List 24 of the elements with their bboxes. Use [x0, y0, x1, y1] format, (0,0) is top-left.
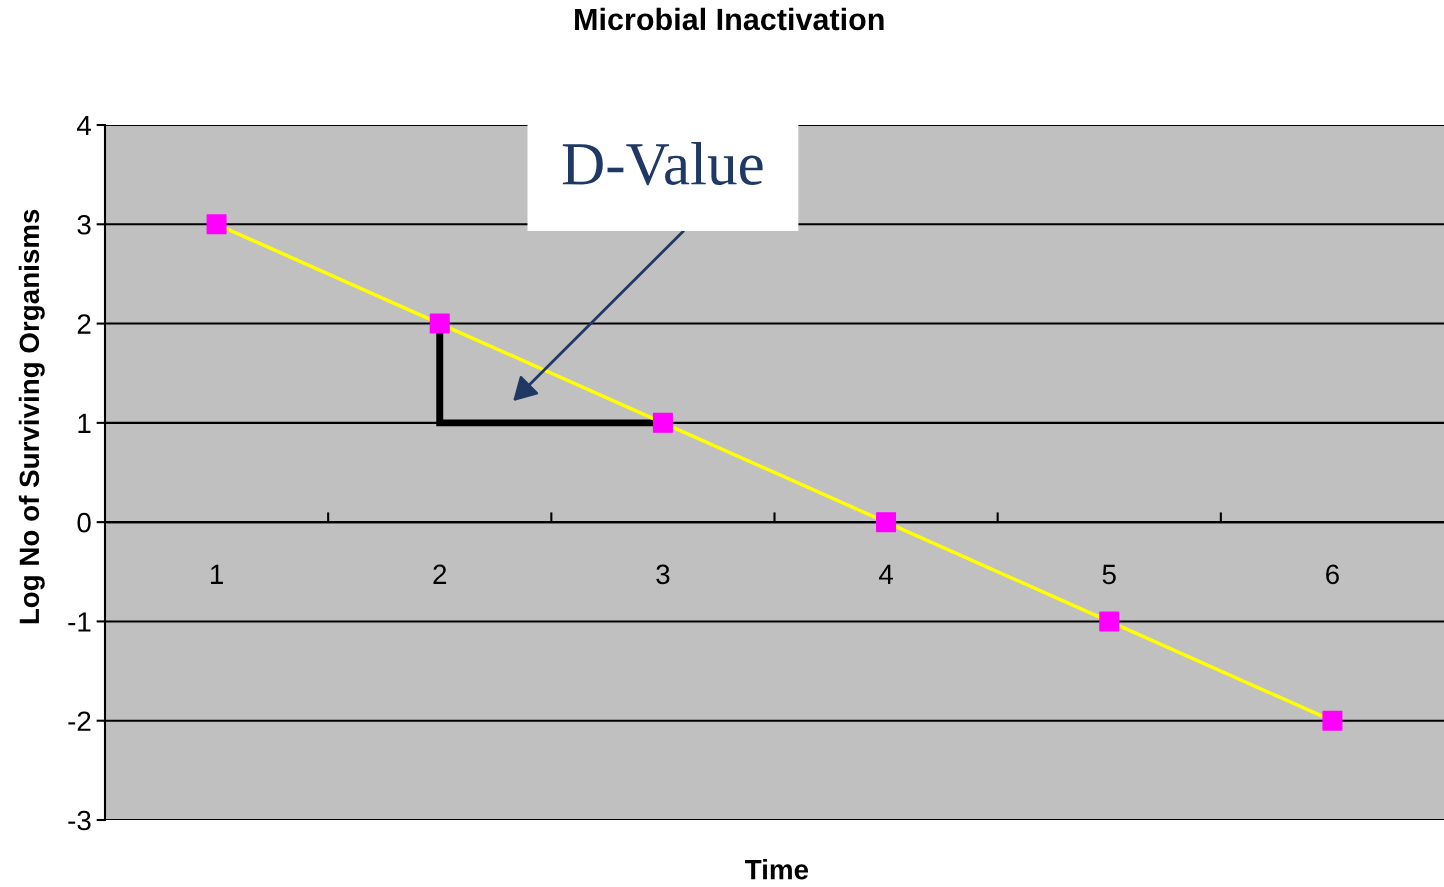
x-tick-label: 4: [879, 564, 893, 584]
y-axis-title: Log No of Surviving Organisms: [18, 209, 45, 624]
y-tick-label: 3: [77, 214, 91, 235]
x-tick-label: 1: [210, 564, 223, 584]
y-tick-label: 1: [78, 413, 91, 433]
x-tick-label: 6: [1326, 564, 1339, 585]
point: [1322, 710, 1343, 731]
y-tick-label: -3: [68, 810, 91, 831]
annotation: D-Value: [562, 141, 763, 186]
x-tick-label: 5: [1102, 564, 1116, 585]
x-tick-label: 3: [656, 564, 670, 585]
y-tick-label: 2: [77, 314, 91, 334]
chart-title: Microbial Inactivation: [575, 7, 884, 31]
y-tick-label: 4: [77, 115, 91, 136]
point: [206, 214, 227, 235]
point: [1099, 611, 1120, 632]
point: [652, 412, 673, 433]
x-tick-label: 2: [433, 564, 447, 584]
y-tick-label: -2: [68, 711, 91, 731]
x-axis-title: Time: [745, 859, 809, 880]
y-tick-label: 0: [77, 512, 91, 533]
point: [429, 313, 450, 334]
point: [876, 512, 897, 533]
y-tick-label: -1: [68, 612, 91, 632]
